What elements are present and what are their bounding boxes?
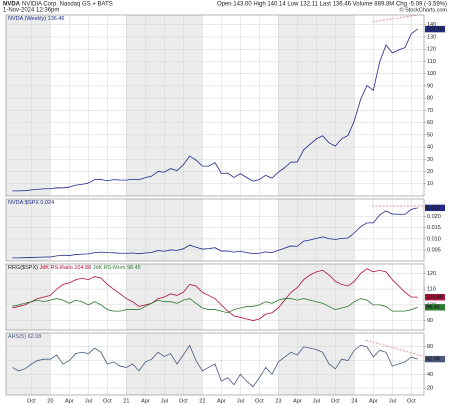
quote: Open 143.00 High 140.14 Low 132.11 Last …	[217, 2, 447, 8]
x-tick-label: Jul	[161, 398, 168, 404]
series-line	[12, 268, 418, 321]
trendline	[365, 339, 423, 357]
x-tick-label: Jul	[237, 398, 244, 404]
panel-frame	[5, 332, 425, 396]
legend-text: RRG($SPX)	[8, 265, 38, 271]
last-value-label: 98.45	[426, 305, 440, 311]
backgrounds	[6, 15, 424, 395]
series-line	[12, 28, 418, 192]
legend-text: 62.08	[28, 334, 42, 340]
legend-text: 98.45	[127, 265, 141, 271]
last-value-box	[425, 293, 445, 301]
x-tick-label: Jul	[313, 398, 320, 404]
y-tick-label: 40	[427, 145, 433, 151]
last-value-box	[425, 355, 445, 363]
x-tick-label: Jul	[85, 398, 92, 404]
x-tick-label: Oct	[331, 398, 340, 404]
y-tick-label: 110	[427, 59, 436, 65]
plots: 102030405060708090100110120130140136.46N…	[5, 14, 445, 404]
x-tick-label: 21	[123, 398, 129, 404]
panel-frame	[5, 198, 425, 262]
x-tick-label: Apr	[141, 398, 150, 404]
credit: © StockCharts.com	[400, 6, 448, 13]
y-tick-label: 120	[427, 47, 436, 53]
x-tick-label: Oct	[103, 398, 112, 404]
legend-text: JdK RS-Ratio	[39, 265, 72, 271]
x-tick-label: 23	[275, 398, 281, 404]
x-tick-label: Apr	[369, 398, 378, 404]
y-tick-label: 0.020	[427, 214, 441, 220]
y-tick-label: 0.005	[427, 247, 441, 253]
x-tick-label: 20	[47, 398, 53, 404]
y-tick-label: 0.015	[427, 225, 441, 231]
x-tick-label: Apr	[65, 398, 74, 404]
x-tick-label: Jul	[389, 398, 396, 404]
y-tick-label: 30	[427, 157, 433, 163]
x-tick-label: Oct	[179, 398, 188, 404]
y-tick-label: 80	[427, 96, 433, 102]
y-tick-label: 90	[427, 83, 433, 89]
y-tick-label: 40	[427, 372, 433, 378]
y-tick-label: 100	[427, 71, 436, 77]
x-tick-label: 24	[351, 398, 357, 404]
x-tick-label: Oct	[255, 398, 264, 404]
legend: ARS(5) 62.08	[8, 334, 41, 340]
last-value-box	[425, 304, 445, 311]
x-tick-label: 22	[199, 398, 205, 404]
legend: NVDA:$SPX 0.024	[8, 200, 54, 206]
y-tick-label: 10	[427, 181, 433, 187]
legend: RRG($SPX) JdK RS-Ratio 104.88 JdK RS-Mom…	[8, 265, 141, 271]
legend-text: ARS(5)	[8, 334, 26, 340]
series-line	[12, 298, 418, 314]
series-line	[12, 207, 418, 259]
last-value-label: 0.024	[426, 205, 441, 211]
y-tick-label: 80	[427, 344, 433, 350]
legend-text: 136.46	[48, 16, 65, 22]
y-tick-label: 60	[427, 120, 433, 126]
last-value-label: 136.46	[426, 27, 443, 33]
legend-text: JdK RS-Mom	[93, 265, 126, 271]
y-tick-label: 20	[427, 386, 433, 392]
panel-frame	[5, 263, 425, 331]
symbol: NVDA	[3, 2, 21, 8]
legend-text: NVDA (Weekly)	[8, 16, 46, 22]
last-value-label: 62.08	[426, 357, 440, 363]
panel-background	[6, 264, 424, 330]
panel-background	[6, 15, 424, 196]
panel-background	[6, 199, 424, 261]
x-tick-label: Apr	[217, 398, 226, 404]
legend-text: 0.024	[40, 200, 54, 206]
y-tick-label: 90	[427, 318, 433, 324]
series-line	[12, 344, 418, 388]
legend-text: 104.88	[74, 265, 91, 271]
trendline	[371, 14, 419, 23]
year-shade	[6, 199, 51, 261]
x-tick-label: Oct	[407, 398, 416, 404]
date: 1-Nov-2024 12:36pm	[3, 8, 59, 14]
y-tick-label: 70	[427, 108, 433, 114]
panel-frame	[5, 14, 425, 197]
y-tick-label: 140	[427, 22, 436, 28]
legend: NVDA (Weekly) 136.46	[8, 16, 64, 22]
x-tick-label: Oct	[27, 398, 36, 404]
y-tick-label: 0.010	[427, 236, 441, 242]
x-tick-label: Apr	[293, 398, 302, 404]
y-tick-label: 50	[427, 132, 433, 138]
year-shade	[6, 333, 51, 395]
year-shade	[6, 15, 51, 196]
last-value-box	[425, 204, 445, 212]
y-tick-label: 130	[427, 34, 436, 40]
y-tick-label: 110	[427, 287, 436, 293]
y-tick-label: 120	[427, 271, 436, 277]
legend-text: NVDA:$SPX	[8, 200, 39, 206]
last-value-box	[425, 25, 445, 33]
company: NVIDIA Corp. Nasdaq GS + BATS	[22, 2, 113, 8]
last-value-label: 104.88	[426, 295, 443, 301]
y-tick-label: 20	[427, 169, 433, 175]
